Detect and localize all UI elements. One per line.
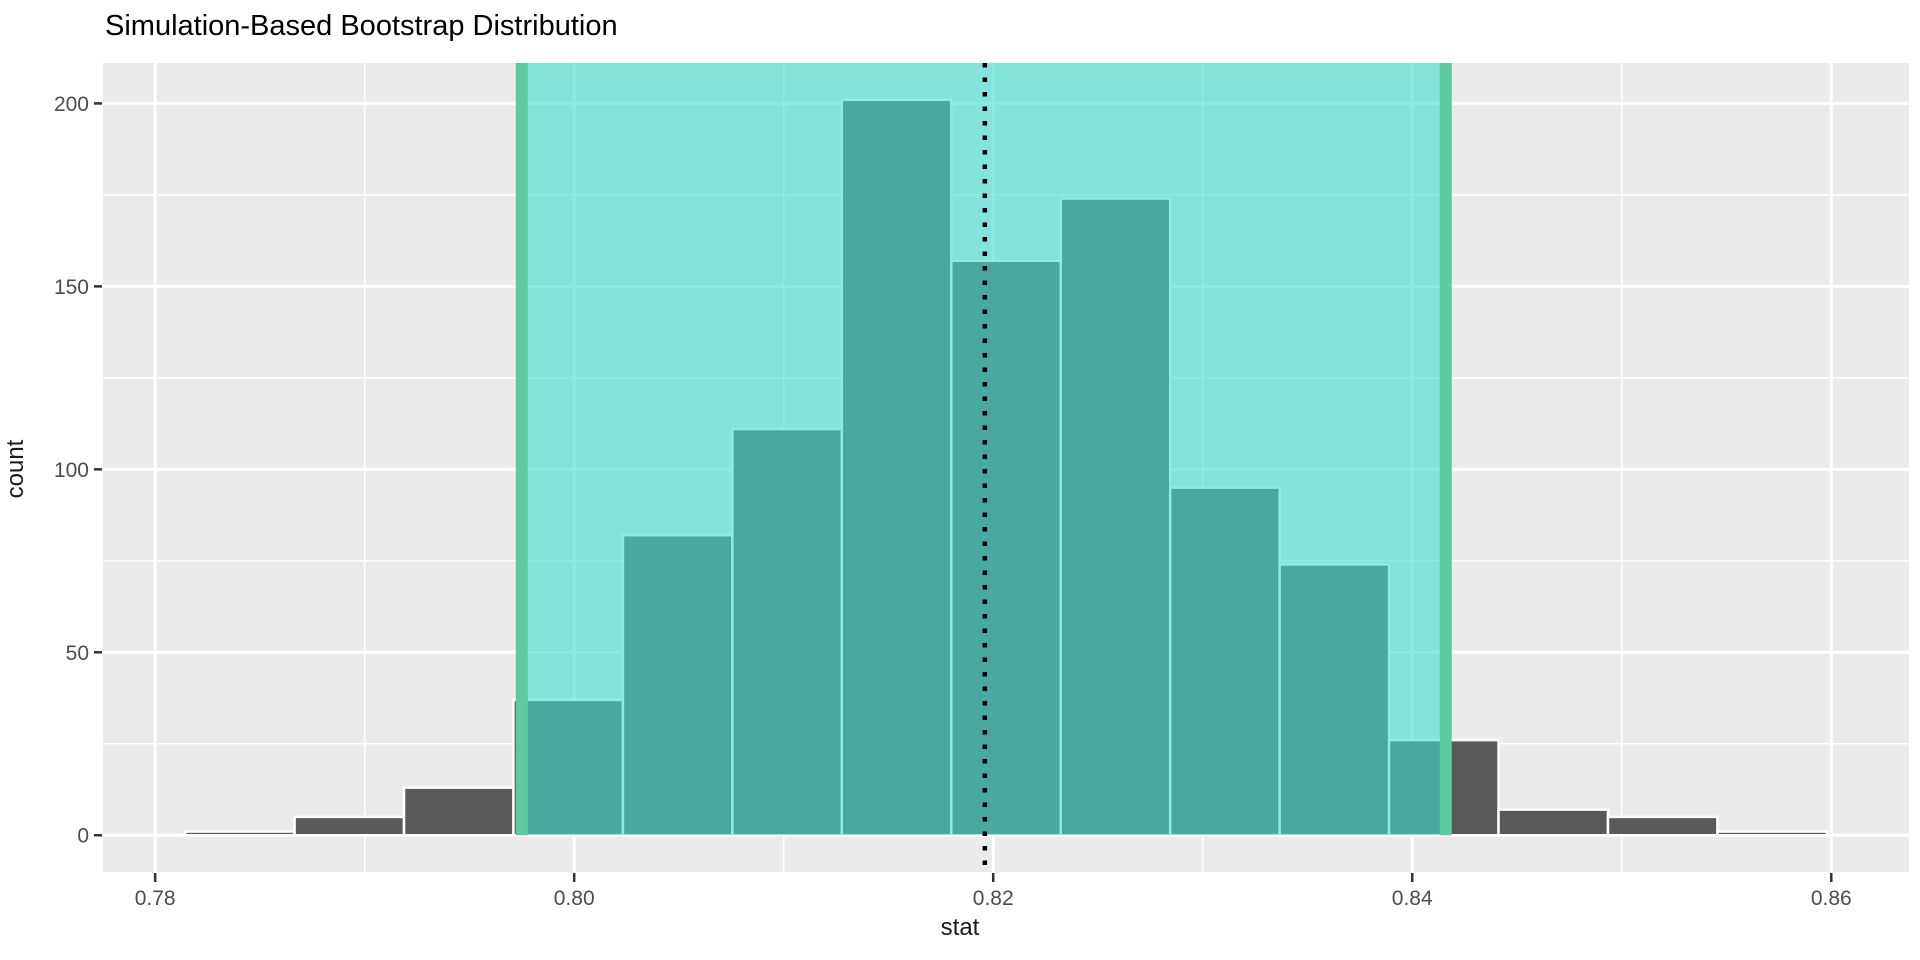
x-tick-label: 0.78: [135, 887, 176, 910]
histogram-bar: [293, 815, 406, 837]
y-tick-label: 0: [77, 825, 89, 848]
y-tick-label: 150: [54, 276, 89, 299]
y-tick-label: 200: [54, 93, 89, 116]
histogram-bar: [1716, 830, 1829, 837]
histogram-bar: [183, 830, 296, 837]
x-tick-label: 0.82: [973, 887, 1014, 910]
x-axis-title: stat: [940, 914, 980, 941]
y-tick-label: 50: [66, 642, 89, 665]
histogram-bar: [1606, 815, 1719, 837]
plot-title: Simulation-Based Bootstrap Distribution: [105, 10, 618, 42]
y-tick-label: 100: [54, 459, 89, 482]
x-tick-label: 0.86: [1811, 887, 1852, 910]
x-tick-label: 0.84: [1392, 887, 1433, 910]
histogram-bar: [1497, 808, 1610, 837]
x-tick-label: 0.80: [554, 887, 595, 910]
histogram-bar: [402, 786, 515, 837]
ci-shade-region: [521, 63, 1446, 836]
y-axis-title: count: [2, 439, 29, 499]
